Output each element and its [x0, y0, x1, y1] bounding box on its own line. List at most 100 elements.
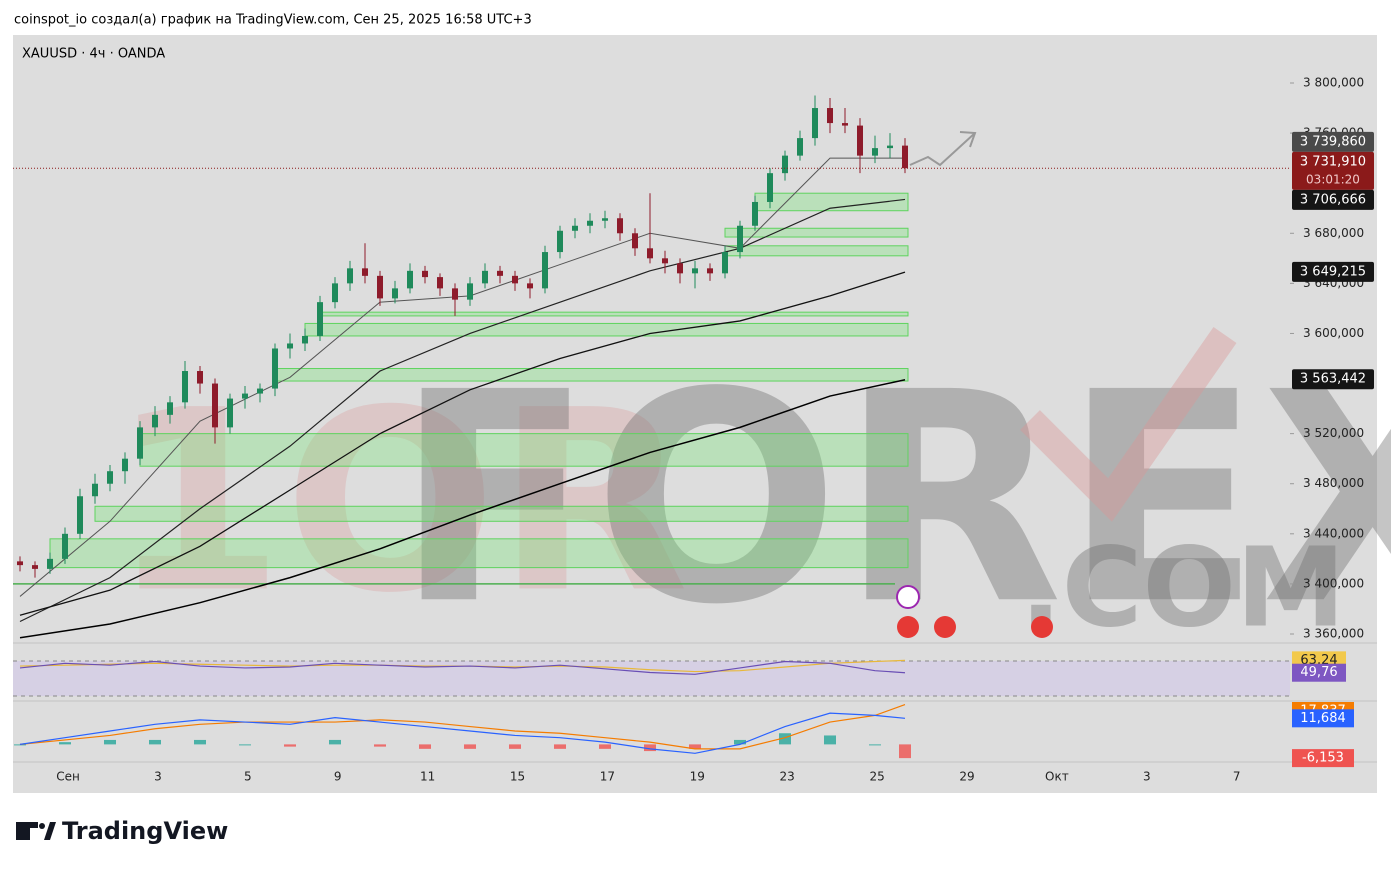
- y-tick-label: 3 440,000: [1303, 526, 1364, 540]
- y-tick-label: 3 680,000: [1303, 226, 1364, 240]
- candle-body: [572, 225, 578, 231]
- candle-body: [872, 148, 878, 156]
- candle-body: [692, 268, 698, 274]
- macd-hist: [554, 744, 566, 749]
- macd-hist: [194, 739, 206, 745]
- candle-body: [212, 383, 218, 428]
- macd-hist: [284, 744, 296, 747]
- candle-body: [242, 393, 248, 399]
- x-tick-label: 3: [154, 770, 162, 784]
- x-tick-label: 3: [1143, 770, 1151, 784]
- candle-body: [152, 414, 158, 428]
- candle-body: [272, 348, 278, 389]
- macd-line: [19, 704, 906, 750]
- candle-body: [857, 125, 863, 156]
- macd-hist: [149, 739, 161, 745]
- macd-hist: [689, 744, 701, 749]
- candle-body: [902, 145, 908, 169]
- y-tick-label: 3 520,000: [1303, 426, 1364, 440]
- event-icon[interactable]: [896, 585, 920, 609]
- candle-body: [137, 427, 143, 459]
- macd-hist: [239, 744, 251, 746]
- candle-body: [557, 230, 563, 253]
- macd-hist: [824, 735, 836, 745]
- candle-body: [587, 220, 593, 226]
- price-badge: [1292, 131, 1374, 152]
- candle-body: [422, 270, 428, 278]
- candle-body: [737, 225, 743, 253]
- zone: [319, 311, 909, 317]
- candle-body: [482, 270, 488, 284]
- price-badge: [1292, 369, 1374, 390]
- macd-badge: [1292, 749, 1354, 768]
- candle-body: [122, 458, 128, 472]
- candle-body: [842, 123, 848, 126]
- candle-body: [797, 138, 803, 156]
- price-badge-label: 3 706,666: [1300, 192, 1366, 207]
- x-tick-label: 7: [1233, 770, 1241, 784]
- x-tick-label: Сен: [56, 770, 80, 784]
- event-icon[interactable]: [934, 616, 956, 638]
- x-tick-label: 9: [334, 770, 342, 784]
- watermark-main: FOREX: [395, 331, 1391, 668]
- y-tick-label: 3 800,000: [1303, 76, 1364, 90]
- candle-body: [677, 263, 683, 274]
- candle-body: [602, 218, 608, 221]
- macd-hist: [374, 744, 386, 747]
- price-badge-label: 3 563,442: [1300, 372, 1366, 387]
- rsi-line: [19, 660, 906, 675]
- macd-hist: [464, 744, 476, 749]
- macd-hist: [599, 744, 611, 749]
- candle-body: [707, 268, 713, 274]
- macd-hist: [104, 739, 116, 745]
- brand: TradingView: [62, 817, 228, 845]
- x-tick-label: 5: [244, 770, 252, 784]
- candle-body: [722, 252, 728, 274]
- candle-body: [227, 398, 233, 428]
- candle-body: [167, 402, 173, 415]
- macd-line: [19, 712, 906, 754]
- zone: [139, 433, 909, 467]
- candle-body: [182, 371, 188, 403]
- watermark-prefix: 1OR: [110, 356, 689, 647]
- candle-body: [632, 233, 638, 249]
- candle-body: [887, 145, 893, 149]
- candle-body: [347, 268, 353, 284]
- candle-body: [302, 335, 308, 344]
- event-icon[interactable]: [1031, 616, 1053, 638]
- candle-body: [92, 483, 98, 497]
- candle-body: [317, 302, 323, 336]
- x-tick-label: 25: [869, 770, 884, 784]
- x-tick-label: 11: [420, 770, 435, 784]
- candle-body: [752, 201, 758, 226]
- event-icon[interactable]: [897, 616, 919, 638]
- candle-body: [77, 496, 83, 534]
- rsi-badge: [1292, 663, 1346, 682]
- macd-hist: [329, 739, 341, 745]
- moving-average: [19, 198, 906, 623]
- price-badge: [1292, 151, 1374, 190]
- candle-body: [467, 283, 473, 300]
- moving-average: [19, 379, 906, 639]
- price-badge-label: 3 649,215: [1300, 264, 1366, 279]
- zone: [304, 322, 909, 337]
- candle-body: [107, 471, 113, 484]
- candle-body: [812, 108, 818, 139]
- x-tick-label: Окт: [1045, 770, 1069, 784]
- symbol-title: XAUUSD · 4ч · OANDA: [22, 47, 165, 62]
- x-tick-label: 17: [600, 770, 615, 784]
- y-tick-label: 3 400,000: [1303, 576, 1364, 590]
- macd-hist: [869, 744, 881, 746]
- candle-body: [782, 155, 788, 174]
- x-tick-label: 15: [510, 770, 525, 784]
- macd-hist: [419, 744, 431, 749]
- candle-body: [527, 283, 533, 289]
- candle-body: [647, 248, 653, 259]
- x-tick-label: 23: [780, 770, 795, 784]
- candle-body: [332, 283, 338, 303]
- candle-body: [662, 258, 668, 264]
- candle-body: [542, 252, 548, 289]
- candle-body: [392, 288, 398, 299]
